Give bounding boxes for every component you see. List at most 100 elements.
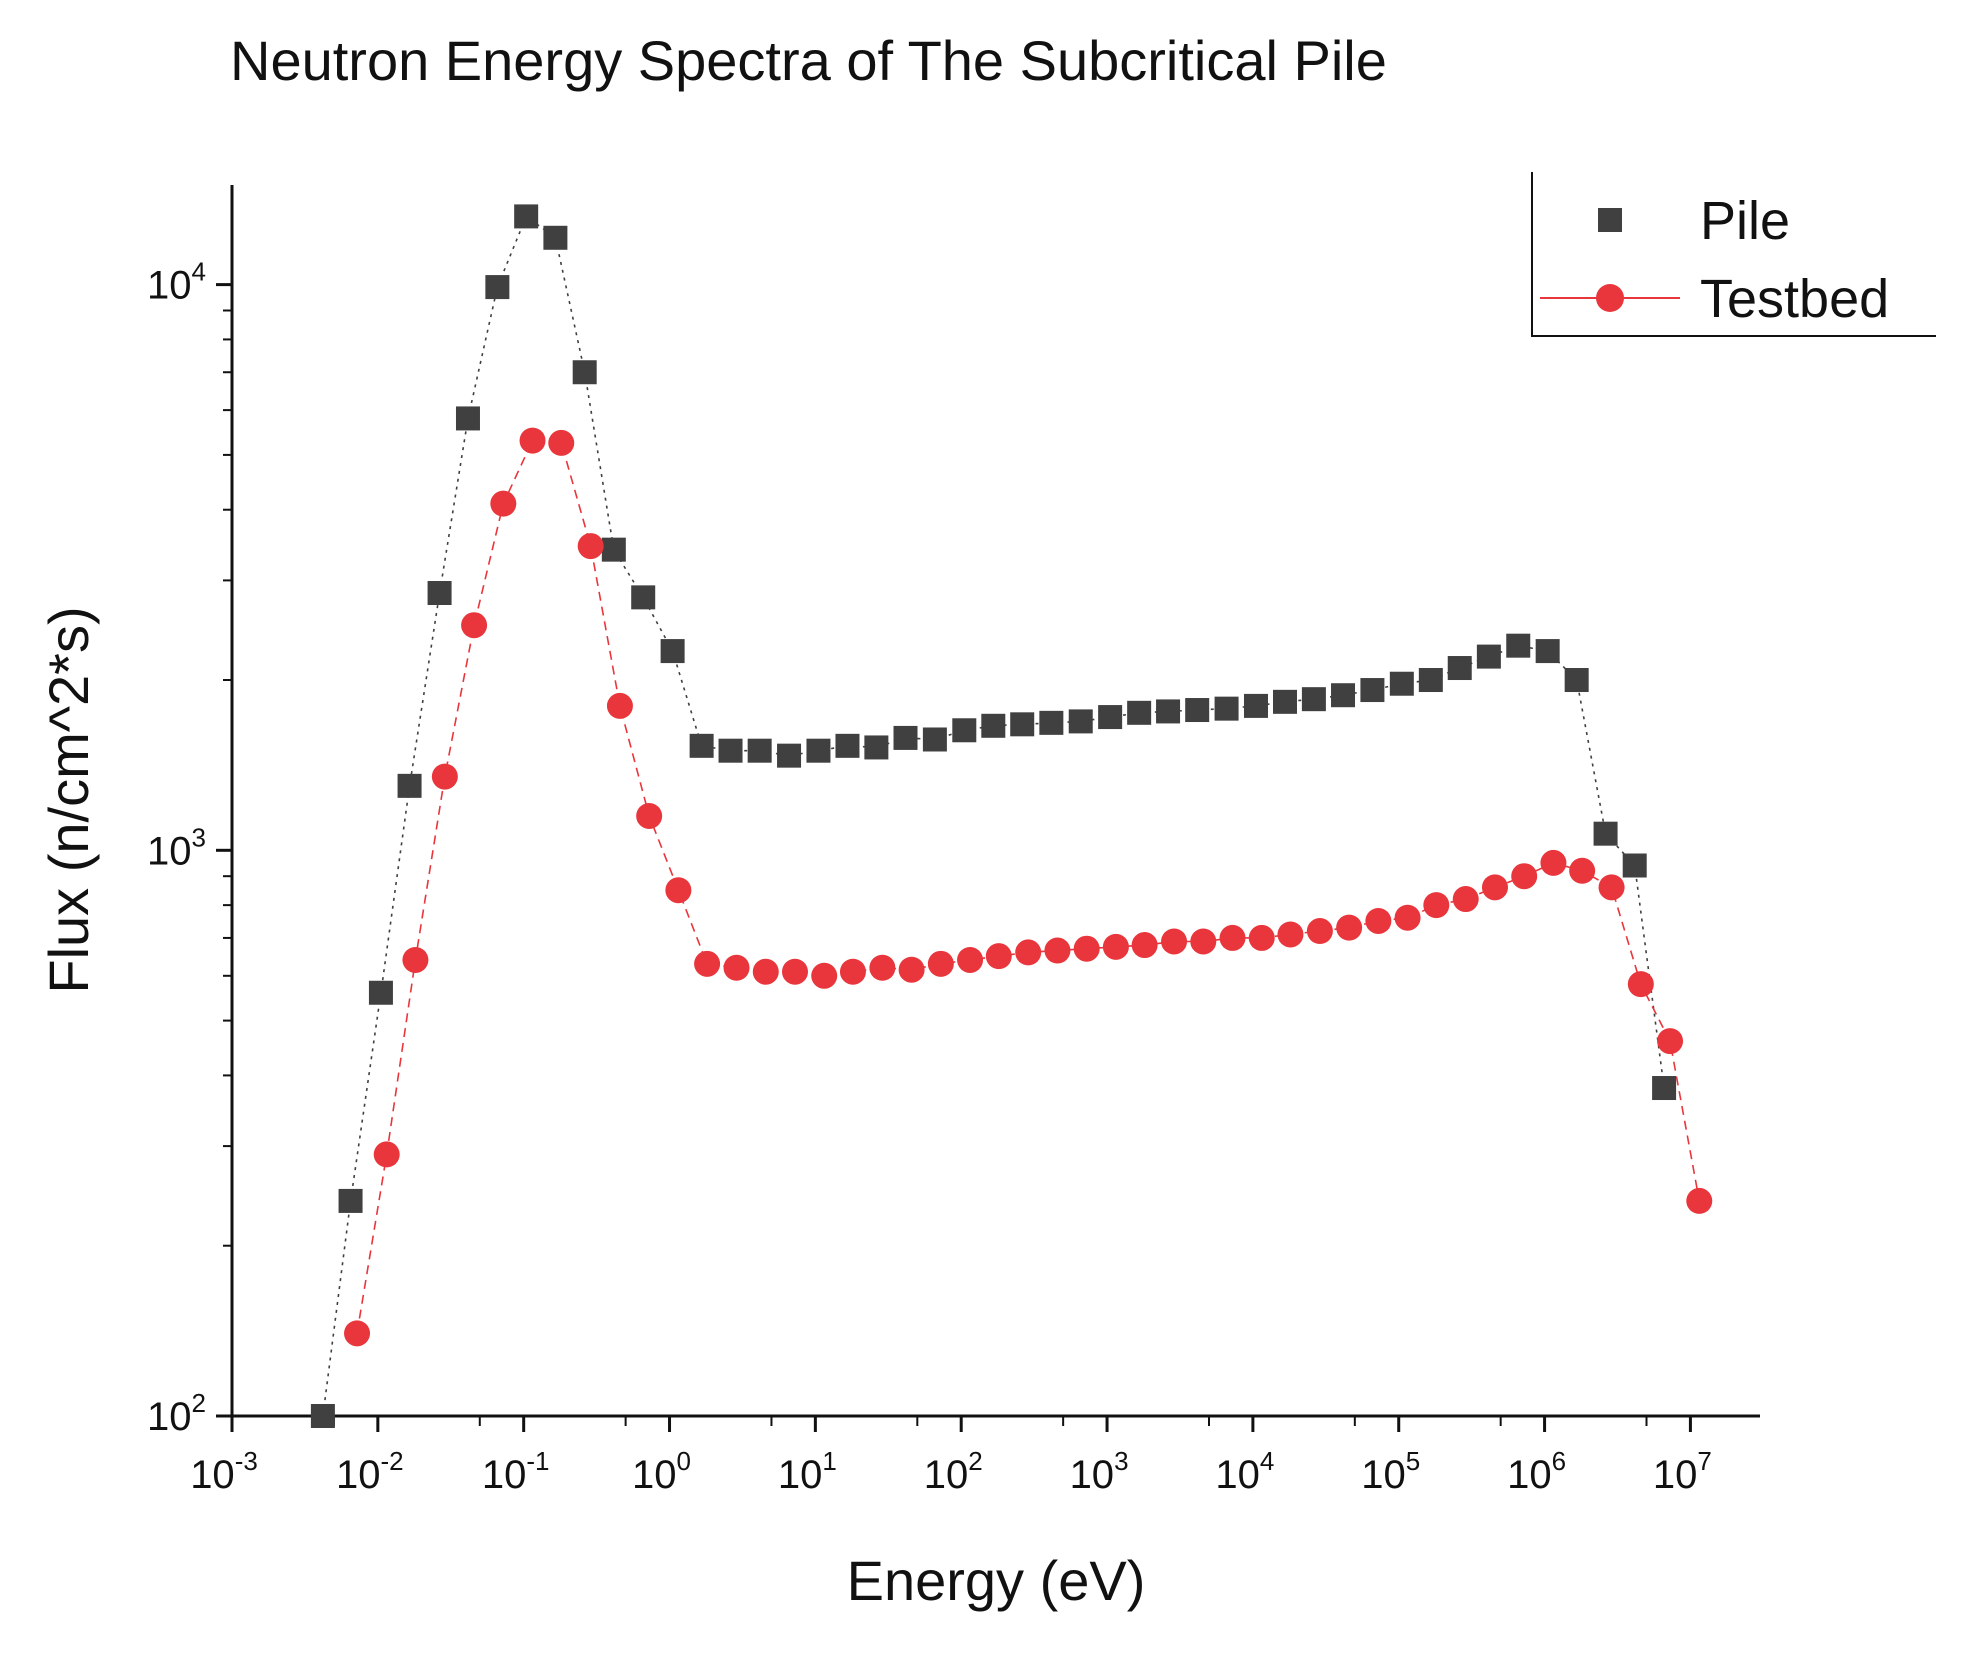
data-point-testbed xyxy=(1277,921,1304,948)
x-tick-exp: -3 xyxy=(235,1446,258,1476)
data-point-testbed xyxy=(752,958,779,985)
legend-item-testbed: Testbed xyxy=(1540,269,1889,329)
data-point-pile xyxy=(485,275,510,300)
data-point-pile xyxy=(835,733,860,758)
data-point-testbed xyxy=(985,943,1012,970)
data-point-testbed xyxy=(490,490,517,517)
y-tick-base: 10 xyxy=(147,1395,192,1439)
data-point-testbed xyxy=(606,692,633,719)
data-point-testbed xyxy=(1511,863,1538,890)
data-point-pile xyxy=(1156,699,1181,724)
data-point-pile xyxy=(1214,696,1239,721)
data-point-pile xyxy=(310,1404,335,1428)
data-point-testbed xyxy=(1131,932,1158,959)
x-tick-exp: 0 xyxy=(677,1446,691,1476)
data-point-pile xyxy=(747,738,772,763)
x-tick-label: 10-1 xyxy=(482,1446,550,1497)
data-point-testbed xyxy=(1219,924,1246,951)
data-point-testbed xyxy=(1598,874,1625,901)
x-tick-exp: -1 xyxy=(526,1446,549,1476)
data-point-pile xyxy=(1272,689,1297,714)
plot-area: 10-3 10-2 10-1 100 101 102 103 104 105 106 1071021… xyxy=(147,185,1760,1497)
y-tick-exp: 3 xyxy=(192,822,206,852)
data-point-testbed xyxy=(548,429,575,456)
x-tick-base: 10 xyxy=(778,1453,823,1497)
data-point-testbed xyxy=(927,950,954,977)
data-point-pile xyxy=(981,713,1006,738)
data-point-testbed xyxy=(1190,928,1217,955)
data-point-testbed xyxy=(694,950,721,977)
series-markers xyxy=(310,204,1713,1428)
data-point-pile xyxy=(543,225,568,250)
data-point-pile xyxy=(1301,687,1326,712)
data-point-pile xyxy=(777,743,802,768)
x-tick-base: 10 xyxy=(924,1453,969,1497)
legend-item-pile: Pile xyxy=(1598,191,1790,251)
x-tick-label: 100 xyxy=(632,1446,691,1497)
data-point-testbed xyxy=(869,954,896,981)
data-point-testbed xyxy=(839,958,866,985)
x-tick-label: 106 xyxy=(1507,1446,1566,1497)
data-point-pile xyxy=(1652,1076,1677,1101)
data-point-pile xyxy=(952,718,977,743)
data-point-testbed xyxy=(1657,1028,1684,1055)
data-point-pile xyxy=(1243,693,1268,718)
data-point-pile xyxy=(1476,644,1501,669)
data-point-testbed xyxy=(1248,924,1275,951)
data-point-testbed xyxy=(898,956,925,983)
x-tick-label: 10-2 xyxy=(336,1446,404,1497)
data-point-pile xyxy=(631,585,656,610)
x-tick-exp: 2 xyxy=(968,1446,982,1476)
data-point-pile xyxy=(1068,709,1093,734)
x-tick-exp: 5 xyxy=(1406,1446,1420,1476)
tick-labels: 10-3 10-2 10-1 100 101 102 103 104 105 106 1071021… xyxy=(147,257,1712,1497)
data-point-pile xyxy=(1098,705,1123,730)
x-tick-label: 103 xyxy=(1070,1446,1129,1497)
data-point-testbed xyxy=(577,533,604,560)
data-point-testbed xyxy=(957,946,984,973)
data-point-pile xyxy=(1418,668,1443,693)
data-point-pile xyxy=(338,1188,363,1213)
data-point-testbed xyxy=(344,1320,371,1347)
x-tick-label: 104 xyxy=(1215,1446,1274,1497)
data-point-pile xyxy=(455,406,480,431)
x-tick-base: 10 xyxy=(190,1453,235,1497)
data-point-testbed xyxy=(461,612,488,639)
data-point-pile xyxy=(1564,668,1589,693)
series-line-pile xyxy=(322,215,1665,1417)
data-point-pile xyxy=(922,727,947,752)
legend-label: Pile xyxy=(1700,191,1790,251)
y-tick-label: 102 xyxy=(147,1388,206,1439)
y-tick-exp: 4 xyxy=(192,257,206,287)
data-point-testbed xyxy=(1452,886,1479,913)
data-point-testbed xyxy=(1306,918,1333,945)
x-tick-label: 102 xyxy=(924,1446,983,1497)
data-point-pile xyxy=(572,360,597,385)
x-axis-label: Energy (eV) xyxy=(847,1549,1146,1612)
x-tick-base: 10 xyxy=(632,1453,677,1497)
x-tick-exp: 3 xyxy=(1114,1446,1128,1476)
data-point-pile xyxy=(1331,683,1356,708)
data-point-pile xyxy=(1622,853,1647,878)
y-tick-exp: 2 xyxy=(192,1388,206,1418)
data-point-testbed xyxy=(665,877,692,904)
data-point-pile xyxy=(689,733,714,758)
data-point-testbed xyxy=(1073,935,1100,962)
x-tick-label: 107 xyxy=(1653,1446,1712,1497)
data-point-testbed xyxy=(781,958,808,985)
x-tick-base: 10 xyxy=(1653,1453,1698,1497)
x-tick-base: 10 xyxy=(1215,1453,1260,1497)
data-point-pile xyxy=(893,725,918,750)
y-tick-label: 103 xyxy=(147,822,206,873)
data-point-pile xyxy=(718,738,743,763)
x-tick-base: 10 xyxy=(1507,1453,1552,1497)
data-point-testbed xyxy=(1044,937,1071,964)
data-point-pile xyxy=(1389,671,1414,696)
data-point-testbed xyxy=(1336,914,1363,941)
data-point-pile xyxy=(806,738,831,763)
data-point-testbed xyxy=(1015,939,1042,966)
x-tick-exp: 4 xyxy=(1260,1446,1274,1476)
data-point-pile xyxy=(1447,656,1472,681)
data-point-testbed xyxy=(1365,907,1392,934)
legend: Pile Testbed xyxy=(1531,172,1936,337)
